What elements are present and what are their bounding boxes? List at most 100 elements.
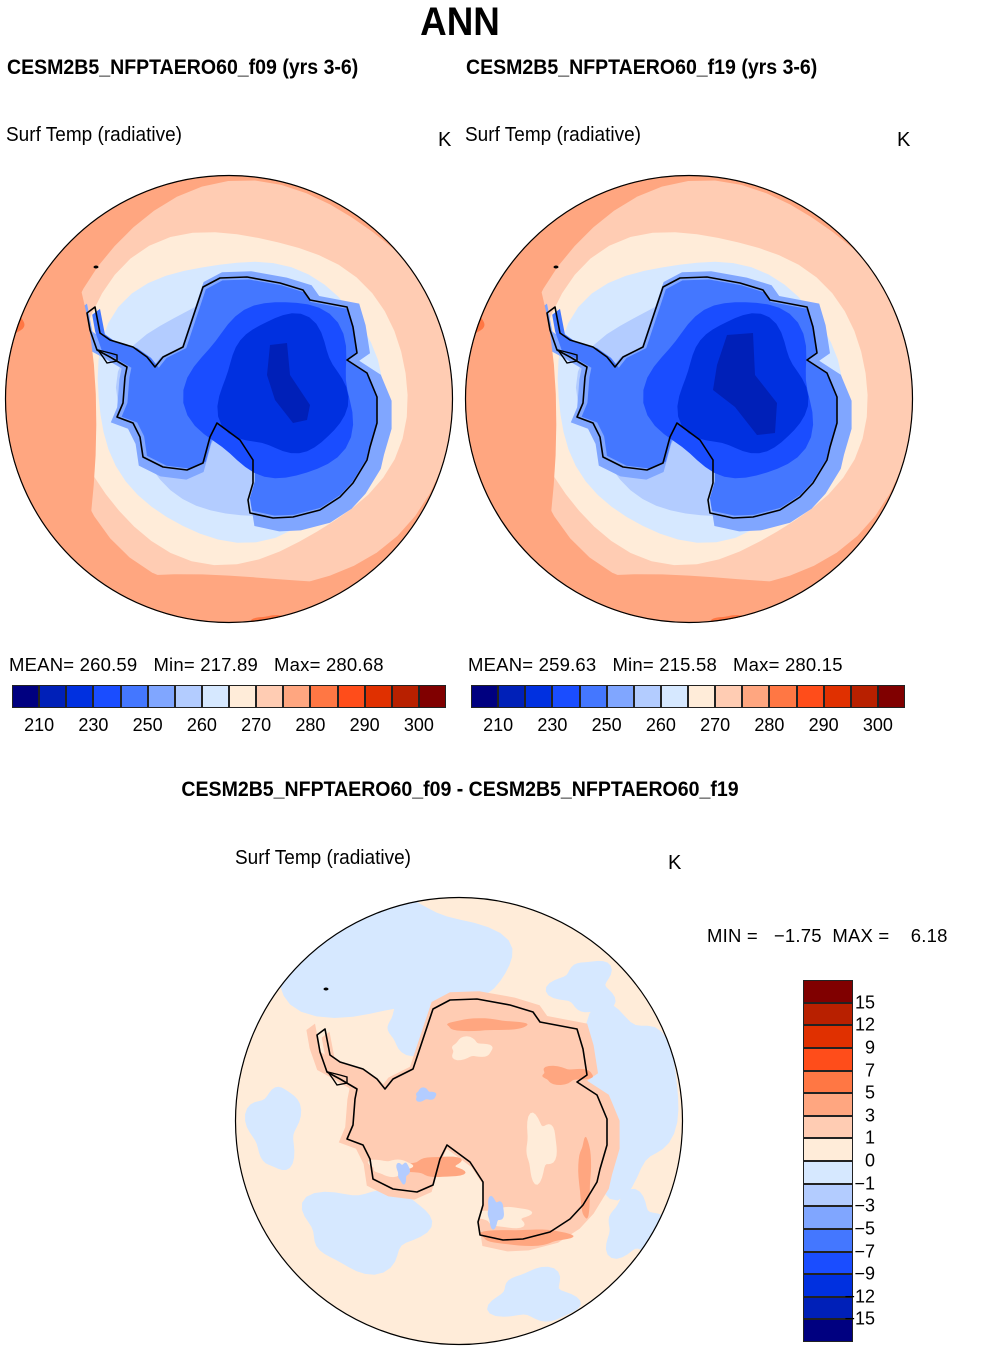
map-panel-1 — [4, 174, 454, 624]
colorbar-box — [803, 1093, 853, 1116]
coastline-island — [326, 1070, 348, 1086]
colorbar-tick-label: 210 — [24, 715, 55, 735]
contour-band-280 — [33, 574, 434, 623]
colorbar-box — [579, 685, 607, 708]
island-marker — [553, 265, 559, 269]
colorbar-tick-label: 230 — [78, 715, 109, 735]
colorbar-box — [803, 1047, 853, 1071]
colorbar-box — [498, 685, 526, 708]
colorbar-tick-label: 250 — [132, 715, 163, 735]
contour-band-3-to-5 — [542, 1065, 593, 1085]
colorbar-box — [803, 1161, 853, 1184]
colorbar-box — [391, 685, 419, 708]
colorbar-box — [803, 1002, 853, 1026]
contour-band-3-to-5 — [395, 1156, 466, 1178]
colorbar-tick-label: 5 — [864, 1082, 875, 1103]
colorbar-box — [201, 685, 229, 708]
max-value: 280.15 — [784, 654, 843, 675]
colorbar-tick-label: 260 — [186, 715, 217, 735]
colorbar-tick-label: −7 — [854, 1241, 875, 1261]
colorbar-tick-label: −5 — [854, 1218, 875, 1239]
contour-band-minus3-to-minus1 — [487, 1195, 504, 1230]
colorbar-box — [337, 685, 365, 708]
map-panel-diff — [234, 896, 684, 1346]
colorbar-tick-label: −9 — [854, 1263, 875, 1284]
mean-value: 260.59 — [79, 654, 138, 675]
island-marker — [323, 987, 329, 991]
max-label: Max= — [733, 654, 780, 675]
min-value: 217.89 — [200, 654, 258, 675]
map-border — [464, 174, 914, 624]
mean-label: MEAN= — [9, 654, 75, 675]
colorbar-tick-label: 290 — [808, 715, 839, 735]
min-label: Min= — [153, 654, 195, 675]
colorbar-box — [803, 1274, 853, 1297]
colorbar-box — [742, 685, 770, 708]
colorbar-box — [877, 685, 905, 708]
colorbar-tick-label: −3 — [854, 1195, 875, 1216]
contour-band-0-to-1 — [452, 1036, 493, 1061]
colorbar-tick-label: 280 — [754, 715, 785, 735]
colorbar-box — [12, 685, 40, 708]
contour-band-285 — [710, 615, 754, 623]
colorbar-tick-label: 0 — [864, 1150, 875, 1171]
colorbar-box — [120, 685, 148, 708]
colorbar-box — [39, 685, 67, 708]
colorbar-tick-label: 300 — [403, 715, 434, 735]
colorbar-box — [660, 685, 688, 708]
mean-value: 259.63 — [538, 654, 597, 675]
max-value: 280.68 — [325, 654, 384, 675]
colorbar-box — [850, 685, 878, 708]
contour-band-0-to-1 — [526, 1112, 557, 1185]
colorbar-box — [229, 685, 257, 708]
colorbar-box — [552, 685, 580, 708]
diff-panel-variable: Surf Temp (radiative) — [235, 847, 412, 869]
coastline-island — [96, 348, 118, 364]
colorbar-tick-label: 9 — [864, 1037, 875, 1058]
contour-band-minus1-to-0 — [545, 960, 616, 1013]
colorbar-box — [471, 685, 499, 708]
colorbar-tick-label: 230 — [537, 715, 568, 735]
contour-band-minus1-to-0 — [301, 1189, 433, 1275]
colorbar-box — [93, 685, 121, 708]
colorbar-box — [606, 685, 634, 708]
colorbar-box — [823, 685, 851, 708]
contour-band-220 — [713, 333, 777, 435]
diff-minmax: MIN = −1.75 MAX = 6.18 — [707, 925, 948, 946]
colorbar-box — [147, 685, 175, 708]
colorbar-tick-label: −12 — [844, 1286, 875, 1307]
island-marker — [93, 265, 99, 269]
contour-band-3-to-5 — [447, 1018, 528, 1032]
colorbar-box — [803, 1296, 853, 1320]
colorbar-tick-label: 290 — [349, 715, 380, 735]
colorbar-tick-label: 15 — [854, 992, 875, 1013]
map-panel-2 — [464, 174, 914, 624]
panel-2-title: CESM2B5_NFPTAERO60_f19 (yrs 3-6) — [466, 56, 818, 79]
colorbar-box — [310, 685, 338, 708]
contour-fill-group — [5, 175, 453, 623]
colorbar-box — [803, 1183, 853, 1207]
contour-band-0-to-1 — [367, 1159, 414, 1178]
panel-1-stats: MEAN= 260.59 Min= 217.89 Max= 280.68 — [9, 654, 384, 676]
colorbar-box — [688, 685, 716, 708]
colorbar-tick-label: 210 — [483, 715, 514, 735]
colorbar-tick-label: −15 — [844, 1308, 875, 1329]
colorbar-box — [174, 685, 202, 708]
colorbar-box — [283, 685, 311, 708]
colorbar-box — [633, 685, 661, 708]
panel-2-units: K — [897, 129, 911, 151]
colorbar-panel-2: 210 230 250 260 270 280 290 300 — [471, 685, 905, 735]
colorbar-box — [803, 1070, 853, 1094]
colorbar-box — [803, 1228, 853, 1252]
colorbar-box — [803, 1206, 853, 1229]
colorbar-tick-label: 12 — [854, 1014, 875, 1035]
colorbar-tick-label: 270 — [241, 715, 272, 735]
colorbar-panel-1: 210 230 250 260 270 280 290 300 — [12, 685, 446, 735]
contour-band-minus1-to-0 — [487, 1266, 581, 1322]
colorbar-tick-label: 1 — [864, 1127, 875, 1148]
coastline-island — [556, 348, 578, 364]
colorbar-box — [803, 980, 853, 1003]
panel-2-stats: MEAN= 259.63 Min= 215.58 Max= 280.15 — [468, 654, 843, 676]
colorbar-tick-label: 7 — [864, 1060, 875, 1080]
colorbar-tick-label: 300 — [862, 715, 893, 735]
